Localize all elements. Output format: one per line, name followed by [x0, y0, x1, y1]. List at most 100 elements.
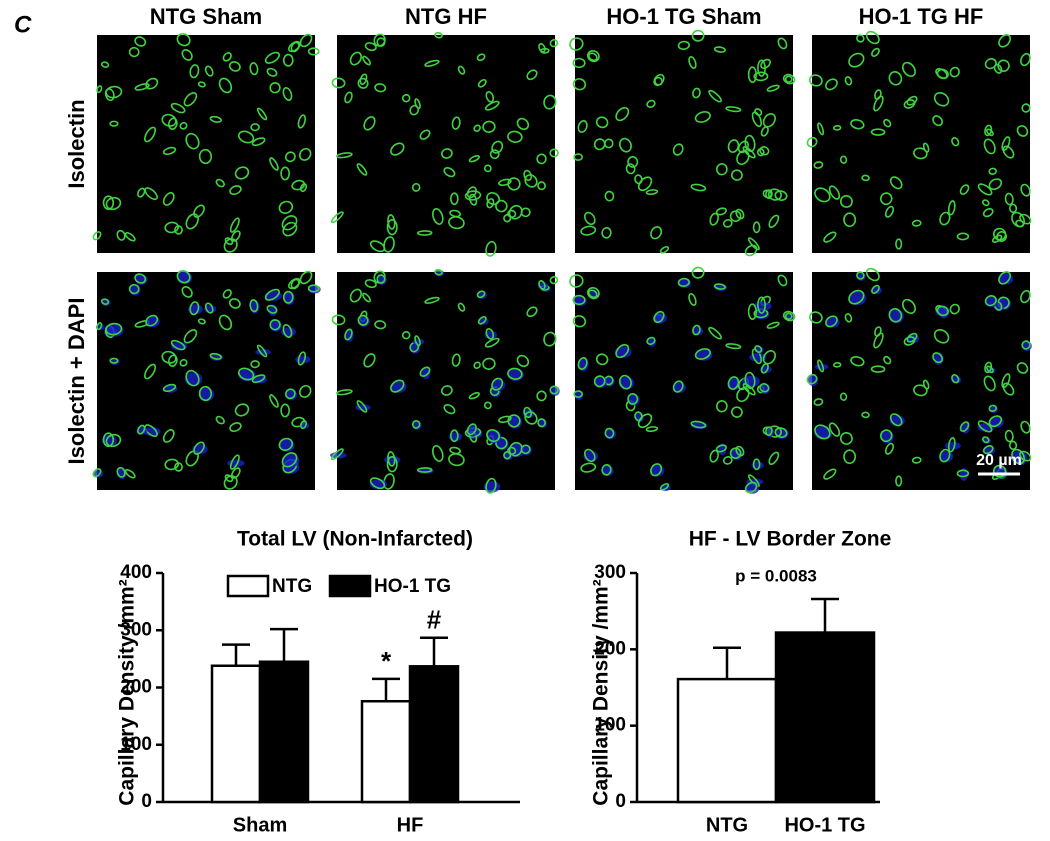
- capillary: [524, 174, 538, 188]
- capillary: [170, 102, 186, 114]
- capillary: [507, 130, 523, 143]
- capillary: [694, 111, 711, 123]
- capillary: [269, 157, 279, 171]
- capillary: [269, 319, 281, 331]
- capillary: [992, 227, 1007, 241]
- capillary: [583, 448, 596, 463]
- capillary: [650, 226, 663, 240]
- capillary: [162, 429, 175, 443]
- capillary: [716, 163, 728, 176]
- capillary: [483, 401, 492, 410]
- capillary: [432, 208, 444, 225]
- capillary: [457, 65, 466, 75]
- capillary: [879, 192, 893, 206]
- capillary: [185, 369, 200, 387]
- capillary: [653, 310, 665, 324]
- capillary: [193, 204, 205, 218]
- y-tick-label: 300: [594, 562, 626, 583]
- capillary: [871, 284, 880, 294]
- capillary: [782, 73, 796, 85]
- capillary: [982, 444, 994, 455]
- capillary: [922, 142, 930, 153]
- capillary: [627, 156, 639, 168]
- row-label: Isolectin: [64, 99, 89, 188]
- capillary: [466, 186, 477, 199]
- capillary: [526, 69, 538, 81]
- capillary: [839, 155, 848, 164]
- capillary: [484, 337, 500, 348]
- capillary: [777, 37, 788, 50]
- column-header: HO-1 TG Sham: [606, 4, 761, 29]
- capillary: [988, 404, 997, 413]
- capillary: [134, 36, 147, 47]
- capillary: [573, 153, 584, 161]
- capillary: [871, 47, 880, 57]
- capillary: [109, 120, 119, 127]
- capillary: [580, 225, 597, 236]
- capillary: [457, 302, 466, 312]
- capillary: [536, 390, 547, 402]
- capillary: [988, 178, 1003, 191]
- capillary: [782, 310, 796, 322]
- y-tick-label: 100: [594, 715, 626, 736]
- y-tick-label: 100: [120, 734, 152, 755]
- capillary: [977, 420, 993, 433]
- capillary: [637, 176, 653, 192]
- capillary: [716, 400, 728, 413]
- capillary: [988, 167, 997, 176]
- capillary: [933, 91, 950, 107]
- capillary: [823, 231, 837, 243]
- capillary: [234, 403, 250, 417]
- capillary: [144, 187, 158, 201]
- capillary: [637, 413, 653, 429]
- capillary: [134, 83, 150, 91]
- y-tick-label: 300: [120, 619, 152, 640]
- capillary: [419, 366, 431, 377]
- capillary: [507, 367, 523, 380]
- capillary: [823, 468, 837, 480]
- capillary: [250, 360, 260, 369]
- capillary: [982, 207, 994, 218]
- capillary: [754, 108, 763, 116]
- capillary: [424, 59, 440, 67]
- capillary: [889, 176, 903, 190]
- capillary: [330, 448, 344, 461]
- p-value: p = 0.0083: [735, 566, 817, 585]
- capillary: [364, 279, 377, 289]
- capillary: [947, 437, 956, 453]
- capillary: [692, 87, 701, 99]
- capillary: [884, 205, 895, 218]
- capillary: [722, 219, 733, 228]
- significance-marker: *: [381, 646, 392, 676]
- capillary: [376, 274, 386, 284]
- capillary: [448, 453, 465, 467]
- micrograph: [330, 269, 560, 494]
- capillary: [278, 200, 294, 214]
- capillary: [507, 209, 517, 218]
- capillary: [229, 454, 240, 470]
- capillary: [577, 357, 588, 370]
- capillary: [124, 469, 136, 479]
- capillary: [363, 116, 376, 131]
- capillary: [197, 318, 206, 325]
- micrograph: [569, 29, 796, 257]
- capillary: [299, 183, 308, 193]
- capillary: [984, 124, 993, 137]
- capillary: [850, 356, 865, 367]
- bar: [676, 677, 778, 804]
- capillary: [692, 324, 701, 336]
- capillary: [204, 302, 214, 314]
- capillary: [949, 303, 960, 315]
- capillary: [344, 328, 353, 341]
- x-tick-label: HF: [397, 814, 424, 836]
- capillary: [725, 106, 742, 113]
- capillary: [164, 221, 180, 234]
- capillary: [507, 177, 521, 191]
- capillary: [144, 424, 158, 438]
- capillary: [526, 306, 538, 318]
- nucleus: [695, 349, 713, 361]
- capillary: [364, 42, 377, 52]
- capillary: [222, 52, 232, 62]
- capillary: [331, 77, 346, 89]
